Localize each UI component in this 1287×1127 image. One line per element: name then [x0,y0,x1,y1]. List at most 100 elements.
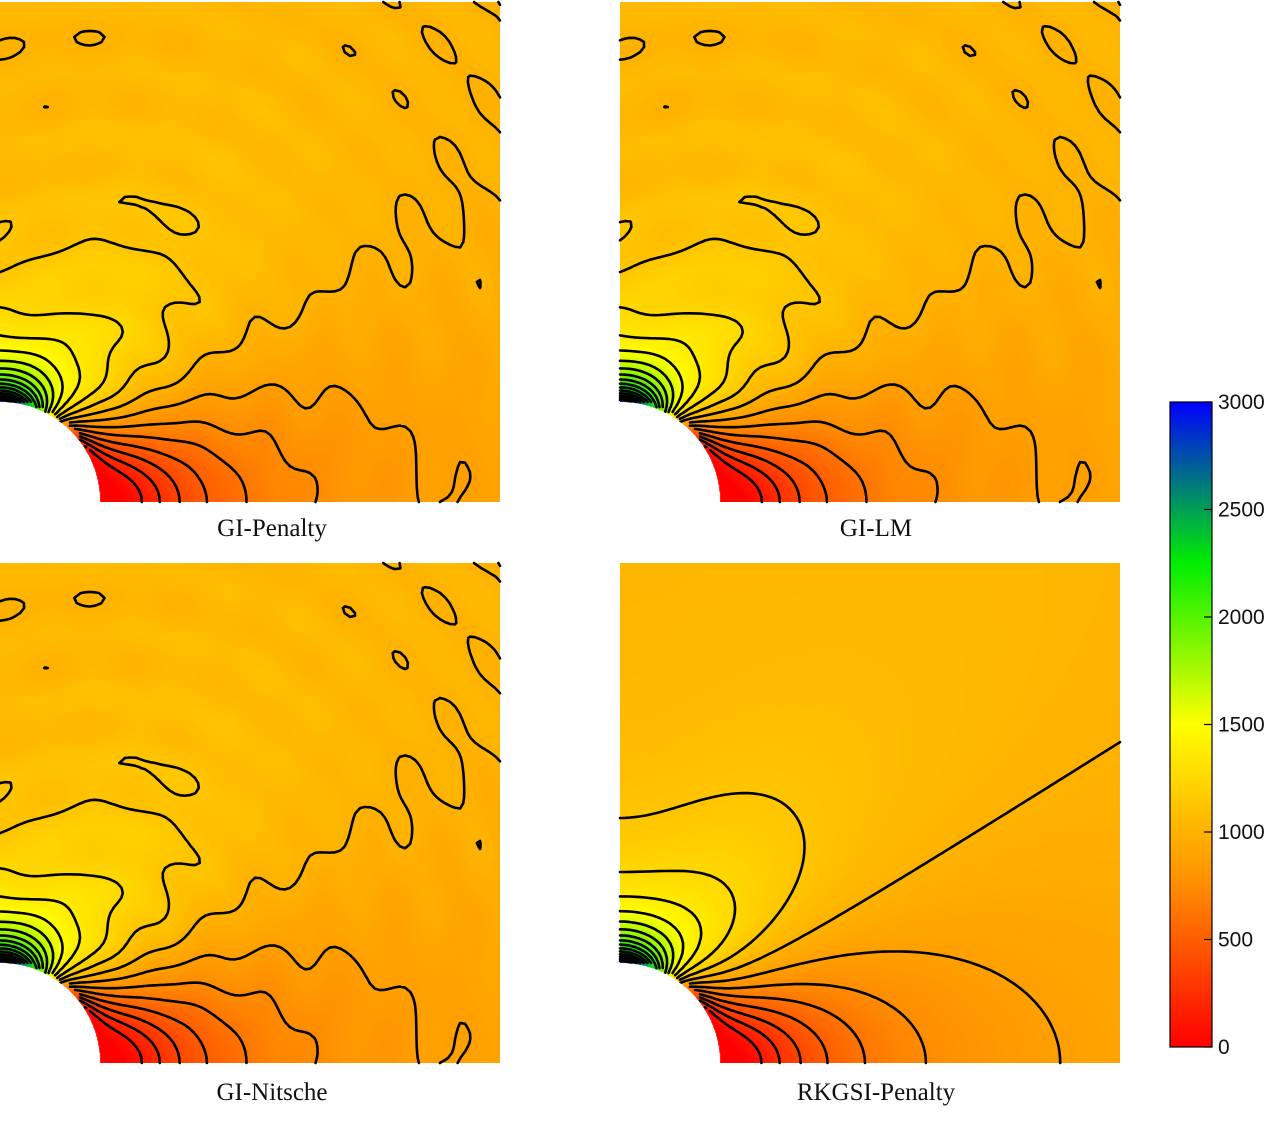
contour-line [78,999,162,1065]
panel-2-hole [0,963,100,1063]
contour-line [618,959,633,965]
contour-line [0,910,64,975]
contour-line [0,373,45,409]
contour-line [698,996,802,1065]
contour-line [703,444,764,504]
colorbar-tick-label: 0 [1218,1036,1230,1059]
contour-line [618,386,653,404]
contour-line [0,195,201,420]
contour-line [618,943,658,970]
contour-line [698,438,782,504]
contour-line [678,740,1122,985]
contour-line [78,992,209,1065]
panel-1-contours [618,0,1122,504]
contour-line [618,791,806,981]
colorbar-tick-label: 3000 [1218,391,1265,414]
contour-line [78,435,181,504]
contour-line [618,392,646,404]
contour-line [0,895,82,977]
contour-line [0,867,125,980]
contour-line [0,392,26,404]
contour-line [0,367,49,414]
panel-caption-3: RKGSI-Penalty [797,1079,956,1106]
contour-line [0,396,18,404]
contour-line [0,386,33,404]
contour-line [0,959,13,965]
panel-1-hole [620,402,720,502]
contour-line [68,981,319,1065]
contour-line [618,359,675,414]
contour-line [618,382,658,409]
contour-line [0,947,33,965]
panel-3-field [620,563,1120,1063]
contour-line [0,306,125,419]
colorbar-tick-label: 1000 [1218,821,1265,844]
contour-line [618,909,685,975]
contour-line [73,988,248,1065]
panel-2-field [0,563,500,1063]
contour-line [698,435,801,504]
panel-0-contours [0,0,502,504]
contour-line [618,389,649,404]
contour-line [78,431,209,504]
contour-line [618,947,653,965]
contour-line [618,378,661,409]
contour-line [0,394,22,404]
contour-line [618,928,669,975]
colorbar-tick-label: 2500 [1218,499,1265,522]
panel-caption-1: GI-LM [840,515,912,542]
contour-panel-3 [618,563,1122,1065]
contour-line [688,420,939,504]
contour-line [703,1005,763,1065]
contour-panel-0 [0,0,502,504]
contour-line [618,373,665,409]
contour-line [618,957,638,965]
contour-line [68,420,319,504]
contour-line [0,0,502,424]
contour-line [0,955,22,965]
contour-line [68,383,472,504]
contour-line [698,992,829,1065]
contour-line [618,195,821,420]
contour-line [618,396,638,404]
panel-0-hole [0,402,100,502]
contour-line [0,953,26,965]
contour-line [618,0,1122,424]
colorbar-tick-label: 2000 [1218,606,1265,629]
contour-line [618,306,745,419]
contour-line [0,934,45,970]
contour-line [78,996,181,1065]
contour-line [618,349,684,414]
contour-line [0,957,18,965]
contour-line [698,431,829,504]
contour-line [0,359,55,414]
contour-line [0,349,64,414]
contour-panel-2 [0,561,502,1065]
contour-line [0,334,82,416]
contour-line [0,561,502,985]
contour-line [618,950,649,965]
contour-line [0,378,41,409]
colorbar-tick-label: 500 [1218,929,1253,952]
contour-line [618,398,633,404]
panel-1-field [620,2,1120,502]
colorbar-tick-label: 1500 [1218,714,1265,737]
contour-line [618,367,669,414]
contour-line [0,382,38,409]
colorbar: 0 500 1000 1500 2000 2500 3000 [1169,391,1265,1059]
contour-line [618,334,702,416]
contour-line [688,383,1092,504]
contour-panel-1 [618,0,1122,504]
panel-caption-2: GI-Nitsche [216,1079,327,1106]
contour-line [618,394,642,404]
contour-line [0,939,41,970]
contour-line [0,943,38,970]
contour-line [83,444,144,504]
contour-line [618,939,661,970]
contour-line [618,920,675,975]
panel-3-contours [618,740,1122,1065]
contour-line [83,1005,144,1065]
panel-3-hole [620,963,720,1063]
panels-group [0,0,1122,1065]
